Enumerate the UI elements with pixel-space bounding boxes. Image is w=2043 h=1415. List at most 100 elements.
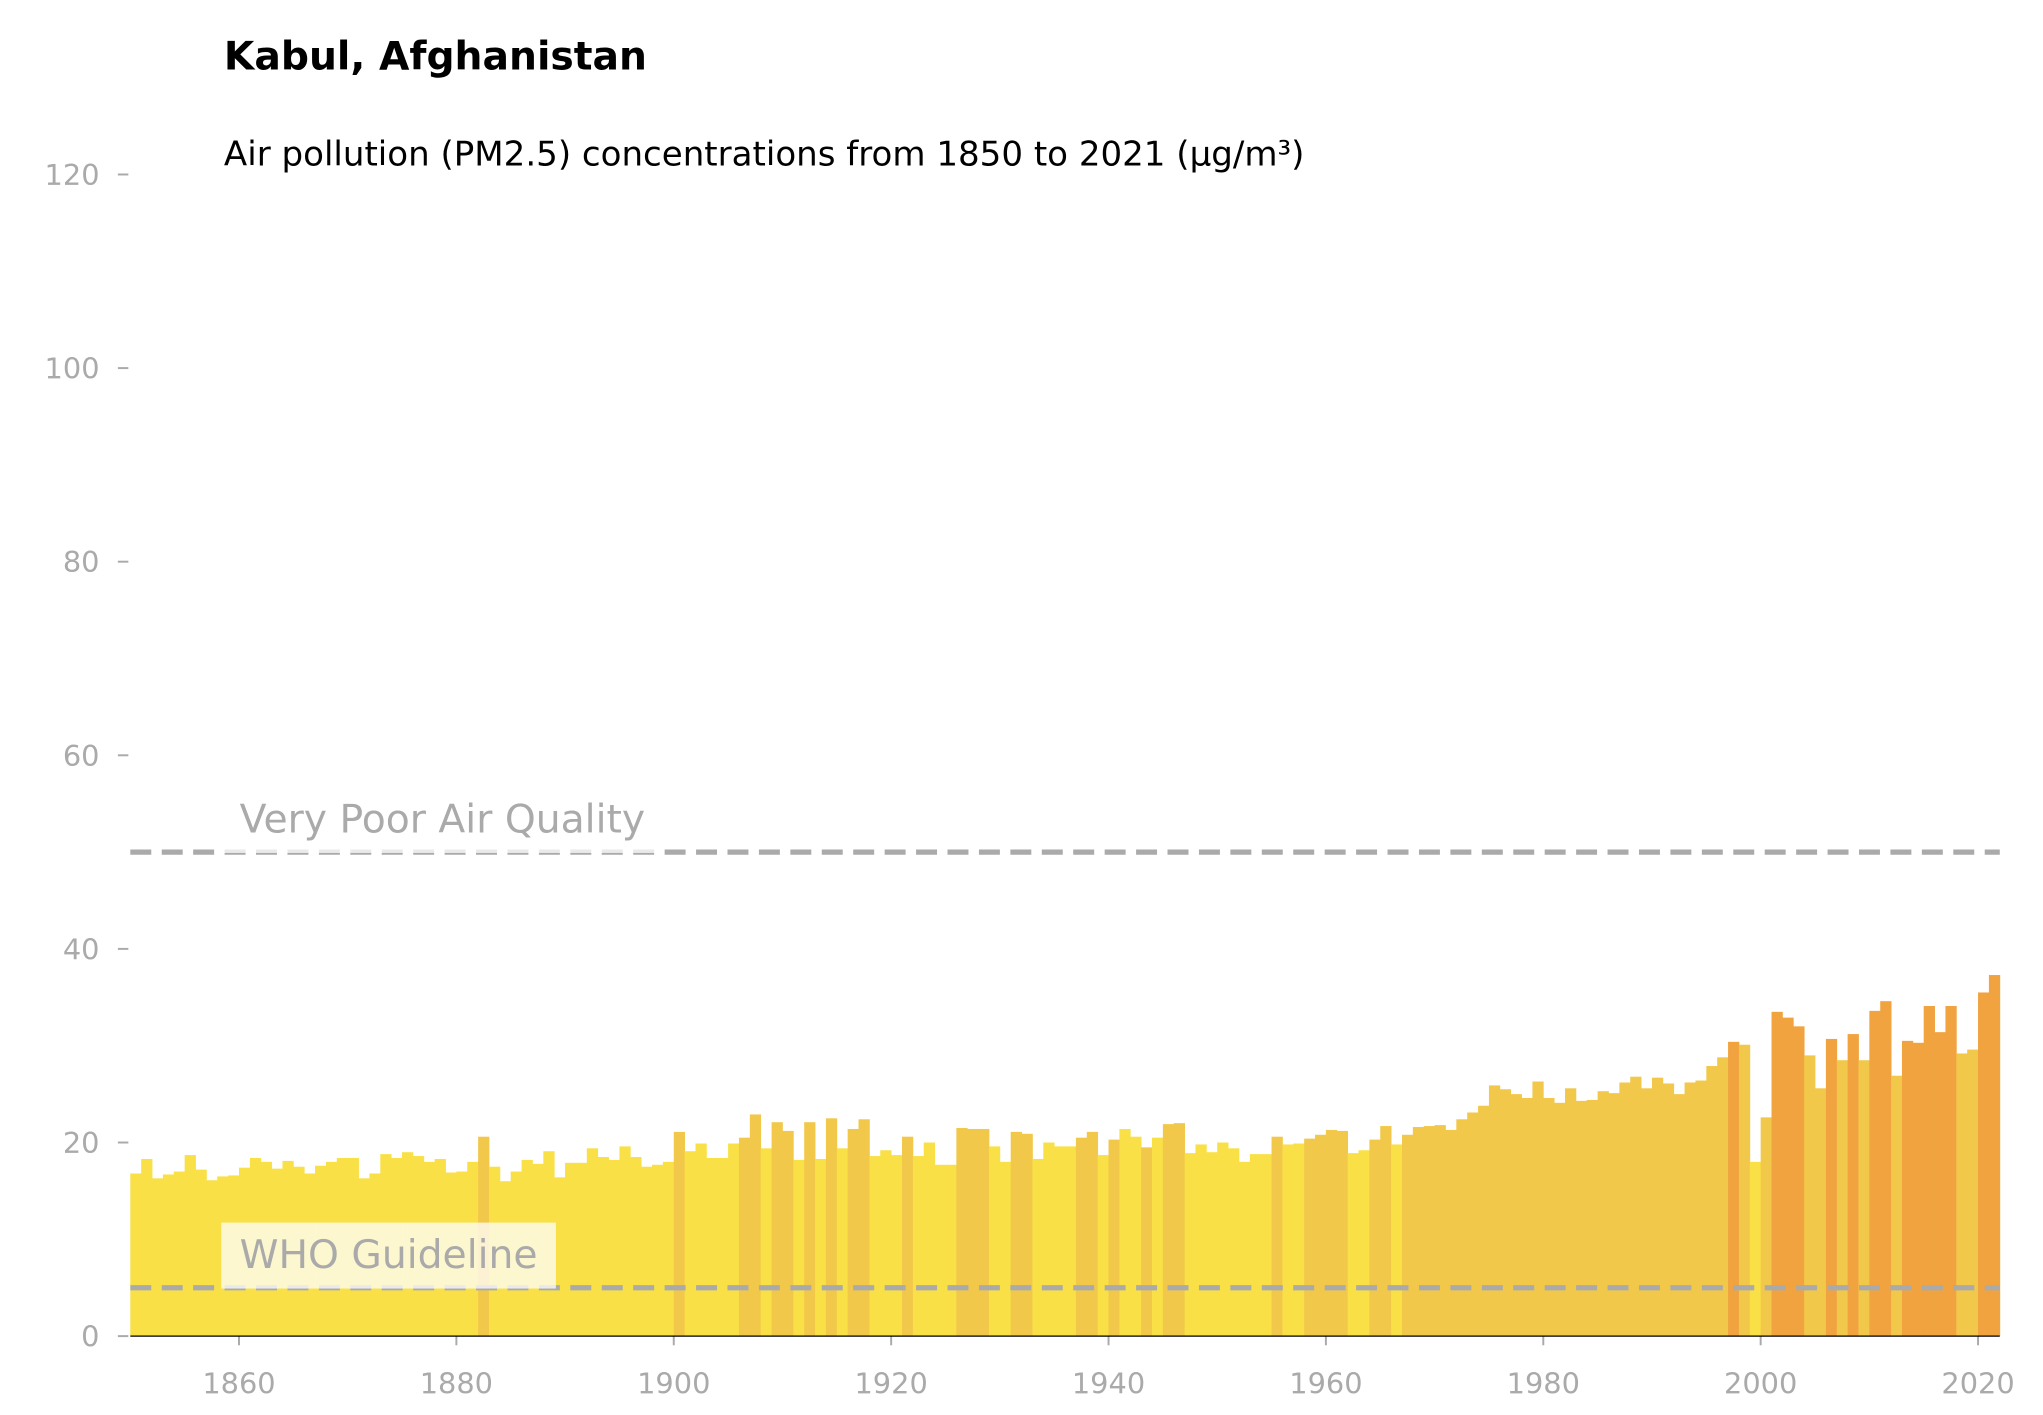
reference-label: WHO Guideline	[240, 1233, 538, 1278]
bar	[1499, 1089, 1512, 1337]
bar	[152, 1178, 164, 1337]
bar	[858, 1119, 870, 1337]
bar	[1782, 1017, 1794, 1337]
bar	[1032, 1158, 1044, 1337]
bar	[1641, 1088, 1653, 1337]
bar	[923, 1142, 936, 1337]
bar	[1336, 1130, 1349, 1337]
bar	[1467, 1112, 1479, 1337]
bar	[793, 1159, 805, 1337]
bar	[1738, 1044, 1751, 1337]
bar	[1021, 1133, 1033, 1337]
bar	[1901, 1040, 1914, 1337]
x-tick-label: 1940	[1072, 1367, 1145, 1401]
bar	[652, 1164, 664, 1337]
bar	[1412, 1127, 1425, 1337]
bar	[1858, 1060, 1870, 1337]
bar	[1238, 1161, 1251, 1337]
bar	[1206, 1152, 1218, 1337]
bar	[1532, 1081, 1544, 1337]
bar	[1543, 1097, 1555, 1337]
chart-subtitle: Air pollution (PM2.5) concentrations fro…	[224, 134, 1304, 174]
bar	[760, 1148, 772, 1337]
bar	[912, 1156, 925, 1337]
x-tick-label: 2000	[1724, 1367, 1797, 1401]
bar	[1771, 1011, 1783, 1337]
bar	[999, 1161, 1012, 1337]
bar	[880, 1150, 892, 1337]
bar	[1608, 1093, 1620, 1337]
bar	[1923, 1006, 1935, 1337]
bar	[706, 1157, 718, 1337]
bar	[184, 1155, 196, 1337]
bar	[717, 1157, 729, 1337]
bar	[1228, 1148, 1240, 1337]
bar	[988, 1146, 1001, 1337]
label-background	[221, 1222, 556, 1289]
bar	[1456, 1119, 1468, 1337]
bar	[1423, 1126, 1435, 1337]
x-tick-label: 1900	[637, 1367, 710, 1401]
bar	[608, 1159, 620, 1337]
bar	[1293, 1143, 1305, 1337]
bar	[1630, 1076, 1642, 1337]
bar	[1695, 1080, 1707, 1337]
bar	[738, 1137, 751, 1337]
bar	[1880, 1001, 1892, 1337]
bar	[1304, 1138, 1316, 1337]
bar	[1554, 1102, 1566, 1337]
bar	[1325, 1129, 1338, 1337]
bar	[1869, 1010, 1881, 1337]
bar	[1054, 1146, 1066, 1337]
bar	[1043, 1142, 1055, 1337]
bar	[1347, 1153, 1359, 1337]
bar	[825, 1118, 838, 1337]
bar	[891, 1155, 903, 1337]
x-tick-label: 1980	[1507, 1367, 1580, 1401]
bar	[1521, 1097, 1533, 1337]
bar	[1260, 1154, 1272, 1337]
bar	[641, 1166, 653, 1337]
chart-title: Kabul, Afghanistan	[224, 35, 647, 80]
bar	[1162, 1124, 1175, 1337]
bar	[847, 1128, 859, 1337]
bar	[173, 1171, 186, 1337]
bar	[934, 1164, 946, 1337]
bar	[1173, 1123, 1185, 1337]
bar	[1488, 1085, 1501, 1337]
bar	[1141, 1147, 1153, 1337]
bar	[836, 1148, 849, 1337]
bar	[1097, 1155, 1109, 1337]
bar	[1586, 1099, 1599, 1337]
bar	[1445, 1129, 1457, 1337]
x-tick-label: 1880	[420, 1367, 493, 1401]
bar	[1217, 1142, 1229, 1337]
x-tick-label: 1960	[1289, 1367, 1362, 1401]
x-tick-label: 2020	[1941, 1367, 2014, 1401]
bar	[630, 1157, 642, 1337]
bar	[1978, 992, 1990, 1337]
bar	[782, 1130, 794, 1337]
bar	[662, 1161, 675, 1337]
bar	[804, 1122, 816, 1337]
bar	[1619, 1082, 1631, 1337]
bar	[162, 1174, 175, 1337]
bar	[695, 1143, 707, 1337]
bar	[1728, 1041, 1740, 1337]
bar	[684, 1151, 696, 1337]
bar	[978, 1128, 990, 1337]
bar	[1315, 1134, 1327, 1337]
bar	[1717, 1057, 1729, 1337]
bar	[1597, 1091, 1609, 1337]
bar	[575, 1162, 588, 1337]
bar	[1651, 1077, 1664, 1337]
bar	[1793, 1026, 1805, 1337]
bar	[1815, 1088, 1827, 1337]
bar	[1706, 1066, 1718, 1337]
bar	[1130, 1136, 1142, 1337]
bar	[1945, 1006, 1957, 1337]
x-tick-label: 1920	[854, 1367, 927, 1401]
y-tick-label: 40	[63, 932, 100, 966]
bar	[1836, 1060, 1849, 1337]
bar	[771, 1122, 783, 1337]
